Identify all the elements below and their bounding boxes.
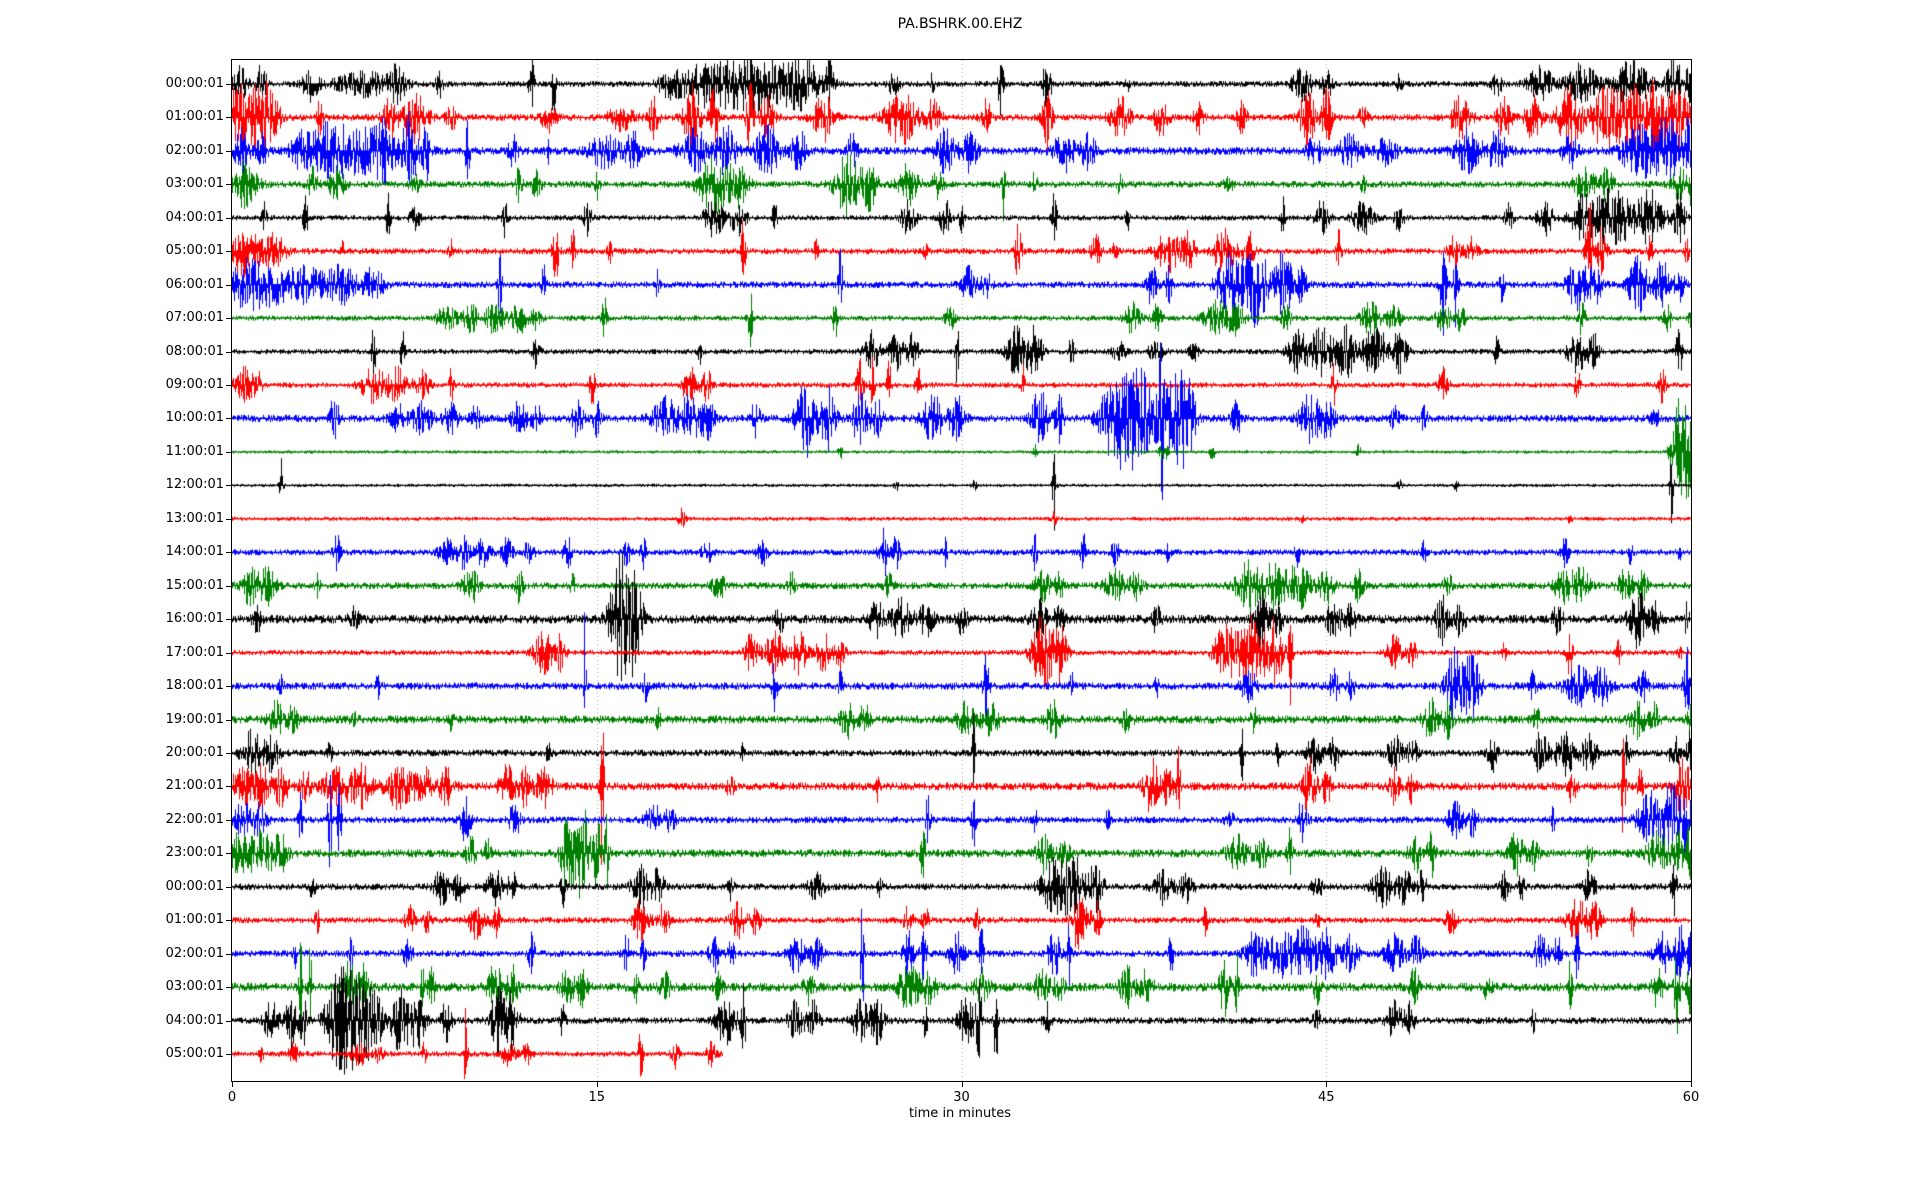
y-tick-mark (226, 920, 231, 922)
x-tick-label: 0 (227, 1090, 237, 1105)
y-tick-mark (226, 619, 231, 621)
y-tick-mark (226, 552, 231, 554)
y-tick-mark (226, 117, 231, 119)
row-time-label: 13:00:01 (165, 510, 224, 526)
row-time-label: 12:00:01 (165, 477, 224, 493)
x-tick-label: 45 (1317, 1090, 1335, 1105)
y-tick-mark (226, 953, 231, 955)
x-tick-mark (1326, 1082, 1328, 1087)
row-time-label: 01:00:01 (165, 912, 224, 928)
y-tick-mark (226, 752, 231, 754)
y-tick-mark (226, 184, 231, 186)
x-axis-label: time in minutes (908, 1106, 1012, 1121)
x-tick-label: 60 (1682, 1090, 1700, 1105)
y-tick-mark (226, 585, 231, 587)
x-tick-label: 30 (953, 1090, 970, 1105)
y-tick-mark (226, 351, 231, 353)
x-tick-mark (961, 1082, 963, 1087)
row-time-label: 15:00:01 (165, 577, 224, 593)
row-time-label: 23:00:01 (165, 845, 224, 861)
row-time-label: 02:00:01 (165, 142, 224, 158)
y-tick-mark (226, 150, 231, 152)
row-time-label: 06:00:01 (165, 276, 224, 292)
y-tick-mark (226, 1053, 231, 1055)
row-time-label: 02:00:01 (165, 945, 224, 961)
y-tick-mark (226, 886, 231, 888)
y-tick-mark (226, 819, 231, 821)
row-time-label: 01:00:01 (165, 109, 224, 125)
x-tick-mark (596, 1082, 598, 1087)
y-tick-mark (226, 786, 231, 788)
y-tick-mark (226, 853, 231, 855)
row-time-label: 00:00:01 (165, 76, 224, 91)
x-tick-mark (232, 1082, 233, 1087)
row-time-label: 17:00:01 (165, 644, 224, 660)
row-time-label: 05:00:01 (165, 243, 224, 259)
row-time-label: 19:00:01 (165, 711, 224, 727)
y-tick-mark (226, 686, 231, 688)
row-time-label: 08:00:01 (165, 343, 224, 359)
y-tick-mark (226, 251, 231, 253)
y-tick-mark (226, 318, 231, 320)
x-tick-label: 15 (588, 1090, 606, 1105)
row-time-label: 18:00:01 (165, 678, 224, 694)
row-time-label: 00:00:01 (165, 878, 224, 894)
row-time-label: 10:00:01 (165, 410, 224, 426)
waveform-canvas (232, 60, 1691, 1081)
y-tick-mark (226, 284, 231, 286)
row-time-label: 21:00:01 (165, 778, 224, 794)
y-tick-mark (226, 485, 231, 487)
row-time-label: 03:00:01 (165, 979, 224, 995)
y-tick-mark (226, 451, 231, 453)
y-tick-mark (226, 719, 231, 721)
y-tick-mark (226, 418, 231, 420)
y-tick-mark (226, 987, 231, 989)
y-tick-mark (226, 1020, 231, 1022)
plot-title: PA.BSHRK.00.EHZ (897, 16, 1023, 32)
row-time-label: 22:00:01 (165, 811, 224, 827)
y-tick-mark (226, 385, 231, 387)
y-tick-mark (226, 217, 231, 219)
row-time-label: 14:00:01 (165, 544, 224, 560)
x-tick-mark (1691, 1082, 1692, 1087)
row-time-label: 16:00:01 (165, 611, 224, 627)
row-time-label: 05:00:01 (165, 1045, 224, 1061)
row-time-label: 03:00:01 (165, 176, 224, 192)
y-tick-mark (226, 84, 231, 85)
row-time-label: 09:00:01 (165, 377, 224, 393)
row-time-label: 11:00:01 (165, 443, 224, 459)
plot-area: 00:00:01 01:00:01 02:00:01 03:00:01 04:00:01… (166, 59, 1699, 1105)
row-time-label: 04:00:01 (165, 1012, 224, 1028)
row-time-label: 04:00:01 (165, 209, 224, 225)
row-time-label: 07:00:01 (165, 310, 224, 326)
y-tick-mark (226, 652, 231, 654)
row-time-label: 20:00:01 (165, 744, 224, 760)
y-tick-mark (226, 518, 231, 520)
